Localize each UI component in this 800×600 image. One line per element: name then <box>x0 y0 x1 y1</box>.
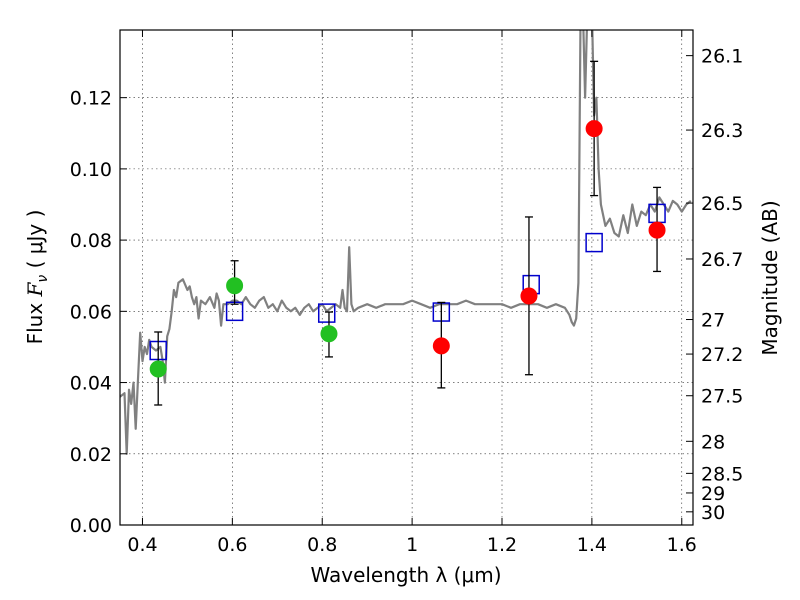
x-tick-label: 1.6 <box>667 534 697 556</box>
x-tick-label: 0.4 <box>127 534 157 556</box>
y-axis-title-post: ( μJy ) <box>23 210 47 275</box>
observed-flux-point <box>149 360 167 378</box>
y-tick-label: 0.00 <box>70 515 112 537</box>
y2-tick-label: 26.1 <box>701 46 743 68</box>
y-axis-title: Flux Fν ( μJy ) <box>23 210 51 345</box>
grid-lines <box>120 30 693 526</box>
observed-flux-point <box>226 277 244 295</box>
y2-tick-label: 30 <box>701 502 725 524</box>
x-axis: 0.4 0.6 0.8 1 1.2 1.4 1.6 <box>127 30 697 556</box>
y-tick-label: 0.10 <box>70 159 112 181</box>
y-axis-title-sub: ν <box>35 275 51 283</box>
y-tick-label: 0.12 <box>70 88 112 110</box>
y-tick-label: 0.02 <box>70 444 112 466</box>
model-photometry-square <box>317 303 336 323</box>
observed-flux-point <box>432 337 450 355</box>
x-tick-label: 1 <box>406 534 418 556</box>
x-tick-label: 1.4 <box>577 534 607 556</box>
observed-flux-point <box>320 325 338 343</box>
y2-tick-label: 26.3 <box>701 120 743 142</box>
y-tick-label: 0.04 <box>70 373 112 395</box>
y-axis-title-var: F <box>23 281 47 297</box>
y2-tick-label: 28.5 <box>701 463 743 485</box>
y2-tick-label: 26.5 <box>701 193 743 215</box>
plot-clip-group <box>120 30 692 455</box>
x-axis-title: Wavelength λ (μm) <box>310 563 501 587</box>
y-tick-label: 0.06 <box>70 301 112 323</box>
y2-tick-label: 27 <box>701 310 725 332</box>
y2-axis-title: Magnitude (AB) <box>758 200 782 355</box>
y2-tick-label: 28 <box>701 431 725 453</box>
observed-flux-point <box>520 287 538 305</box>
plot-frame <box>119 29 694 526</box>
y-axis-title-pre: Flux <box>23 296 47 344</box>
observed-flux-point <box>585 120 603 138</box>
model-spectrum-line <box>120 30 692 455</box>
y2-tick-label: 27.2 <box>701 344 743 366</box>
observed-flux-point <box>648 221 666 239</box>
y-axis-left: 0.00 0.02 0.04 0.06 0.08 0.10 0.12 <box>70 88 127 537</box>
model-photometry-square <box>585 232 603 253</box>
y2-tick-label: 29 <box>701 483 725 505</box>
y2-tick-label: 27.5 <box>701 386 743 408</box>
y2-tick-label: 26.7 <box>701 249 743 271</box>
x-tick-label: 1.2 <box>487 534 517 556</box>
x-tick-label: 0.6 <box>217 534 247 556</box>
y-tick-label: 0.08 <box>70 230 112 252</box>
x-tick-label: 0.8 <box>307 534 337 556</box>
